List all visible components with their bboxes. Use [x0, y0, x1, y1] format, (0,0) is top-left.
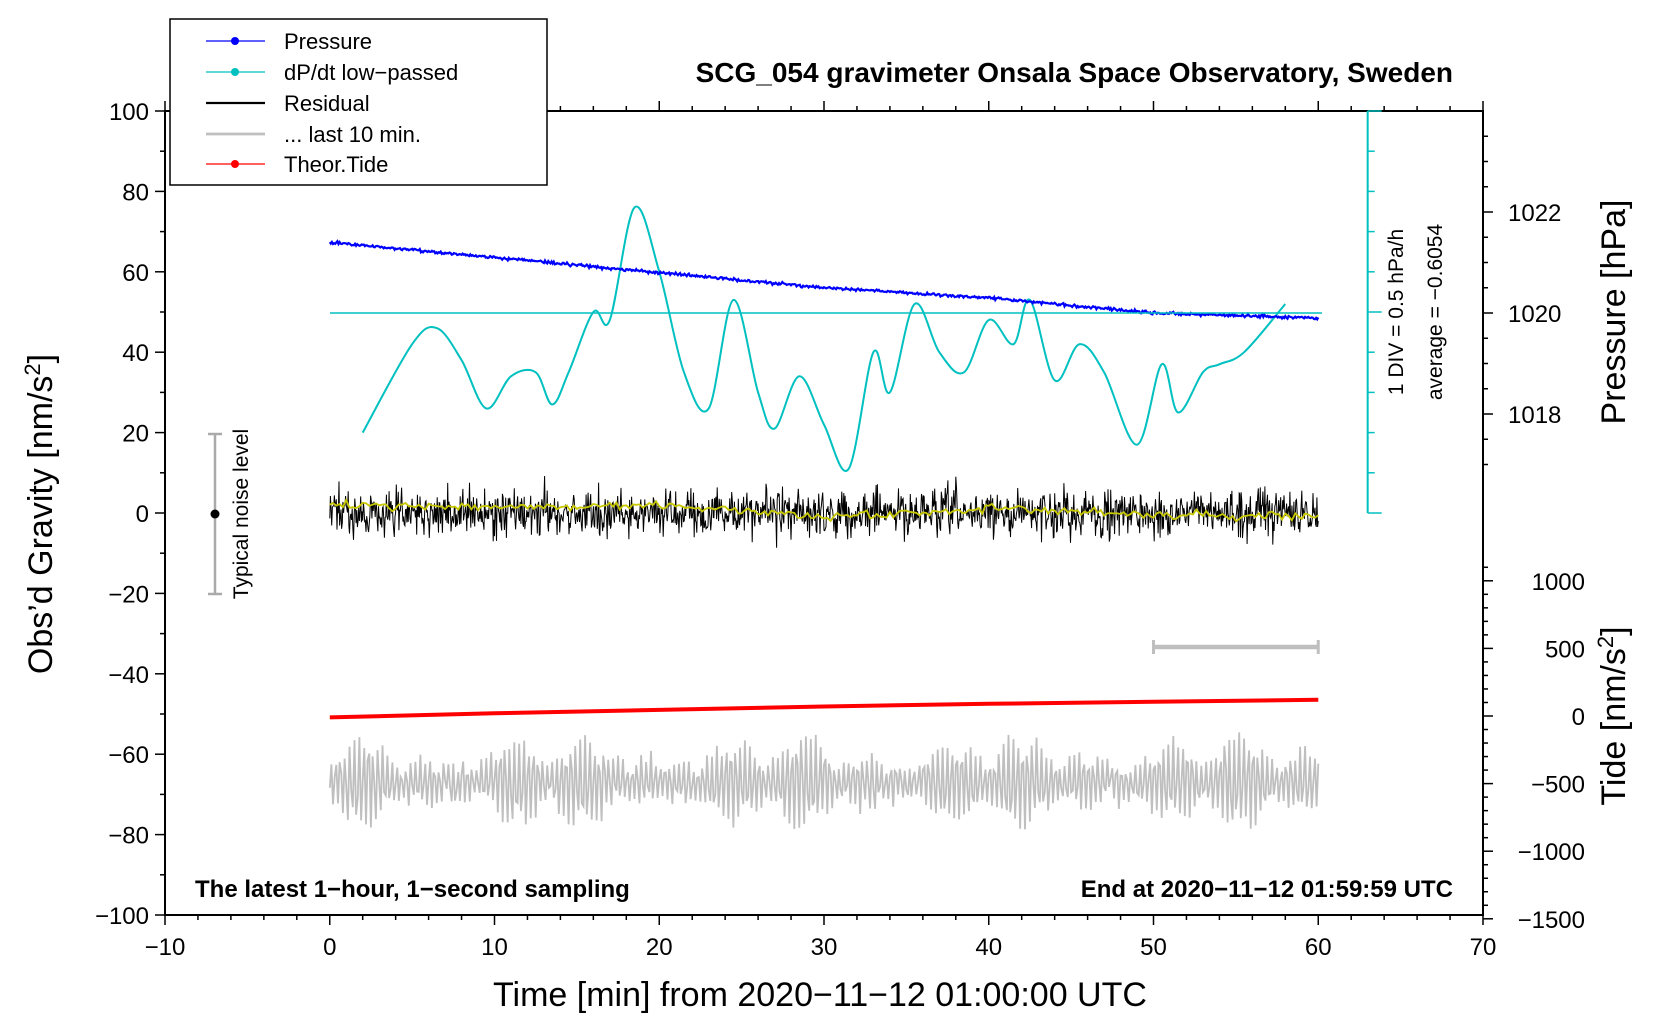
legend-item-dpdt: dP/dt low−passed	[206, 60, 458, 85]
legend-item-tide: Theor.Tide	[206, 152, 388, 177]
x-tick-label: −10	[145, 934, 186, 961]
noise-bar	[208, 432, 222, 596]
svg-text:Theor.Tide: Theor.Tide	[284, 152, 388, 177]
y-axis-right-tide: −1500 −1000 −500 0 500 1000	[1483, 566, 1585, 934]
dpdt-series	[361, 205, 1287, 472]
bottom-left-note: The latest 1−hour, 1−second sampling	[195, 876, 630, 903]
last10-range-bar	[1152, 640, 1320, 654]
legend: Pressure dP/dt low−passed Residual ... l…	[169, 18, 548, 186]
y-tick-label: 100	[109, 99, 149, 126]
tide-tick-label: 1000	[1532, 569, 1585, 596]
x-tick-label: 50	[1140, 934, 1167, 961]
y-tick-label: −100	[95, 903, 149, 930]
tide-tick-label: −500	[1531, 772, 1585, 799]
noise-label: Typical noise level	[230, 429, 253, 599]
pressure-tick-label: 1018	[1508, 402, 1561, 429]
y-tick-label: 0	[136, 501, 149, 528]
y-tick-label: −20	[108, 581, 149, 608]
pressure-tick-label: 1022	[1508, 200, 1561, 227]
pressure-series	[328, 239, 1320, 322]
y-tick-label: 40	[122, 340, 149, 367]
tide-tick-label: 500	[1545, 636, 1585, 663]
x-tick-label: 30	[811, 934, 838, 961]
pressure-axis-title: Pressure [hPa]	[1595, 200, 1633, 425]
pressure-line	[328, 239, 1320, 322]
svg-text:dP/dt low−passed: dP/dt low−passed	[284, 60, 458, 85]
svg-text:Residual: Residual	[284, 91, 370, 116]
x-tick-label: 20	[646, 934, 673, 961]
x-tick-label: 10	[481, 934, 508, 961]
last10-line	[328, 732, 1320, 830]
y-tick-label: 80	[122, 179, 149, 206]
y-tick-label: −60	[108, 742, 149, 769]
residual-line	[329, 475, 1319, 548]
tide-series	[329, 697, 1319, 720]
svg-text:Pressure: Pressure	[284, 29, 372, 54]
tide-line	[329, 697, 1319, 720]
x-tick-label: 0	[323, 934, 336, 961]
y-axis-left: −100 −80 −60 −40 −20 0 20 40 60 80 100	[95, 99, 165, 930]
residual-series	[329, 475, 1319, 548]
legend-item-last10: ... last 10 min.	[206, 122, 421, 147]
x-axis-title: Time [min] from 2020−11−12 01:00:00 UTC	[493, 976, 1147, 1014]
dpdt-div-label: 1 DIV = 0.5 hPa/h	[1385, 229, 1408, 395]
x-tick-label: 60	[1305, 934, 1332, 961]
y-tick-label: −80	[108, 823, 149, 850]
tide-axis-title: Tide [nm/s2]	[1593, 626, 1633, 805]
tide-tick-label: 0	[1572, 704, 1585, 731]
y-tick-label: 20	[122, 421, 149, 448]
chart-title: SCG_054 gravimeter Onsala Space Observat…	[696, 57, 1453, 88]
tide-tick-label: −1000	[1518, 839, 1585, 866]
legend-item-residual: Residual	[206, 91, 370, 116]
y-tick-label: −40	[108, 662, 149, 689]
smoothed-residual-series	[329, 497, 1319, 523]
last10-series	[328, 732, 1320, 830]
tide-tick-label: −1500	[1518, 907, 1585, 934]
bottom-right-note: End at 2020−11−12 01:59:59 UTC	[1081, 876, 1453, 903]
y-tick-label: 60	[122, 260, 149, 287]
svg-text:... last 10 min.: ... last 10 min.	[284, 122, 421, 147]
dpdt-average-label: average = −0.6054	[1424, 224, 1447, 401]
x-tick-label: 40	[975, 934, 1002, 961]
dpdt-scale-bar	[1366, 110, 1382, 514]
pressure-tick-label: 1020	[1508, 301, 1561, 328]
y-axis-right-pressure: 1018 1020 1022	[1483, 135, 1561, 466]
dpdt-line	[361, 205, 1287, 472]
legend-item-pressure: Pressure	[206, 29, 372, 54]
x-tick-label: 70	[1470, 934, 1497, 961]
y-axis-title: Obs’d Gravity [nm/s2]	[20, 354, 60, 674]
smoothed-residual-line	[329, 497, 1319, 523]
